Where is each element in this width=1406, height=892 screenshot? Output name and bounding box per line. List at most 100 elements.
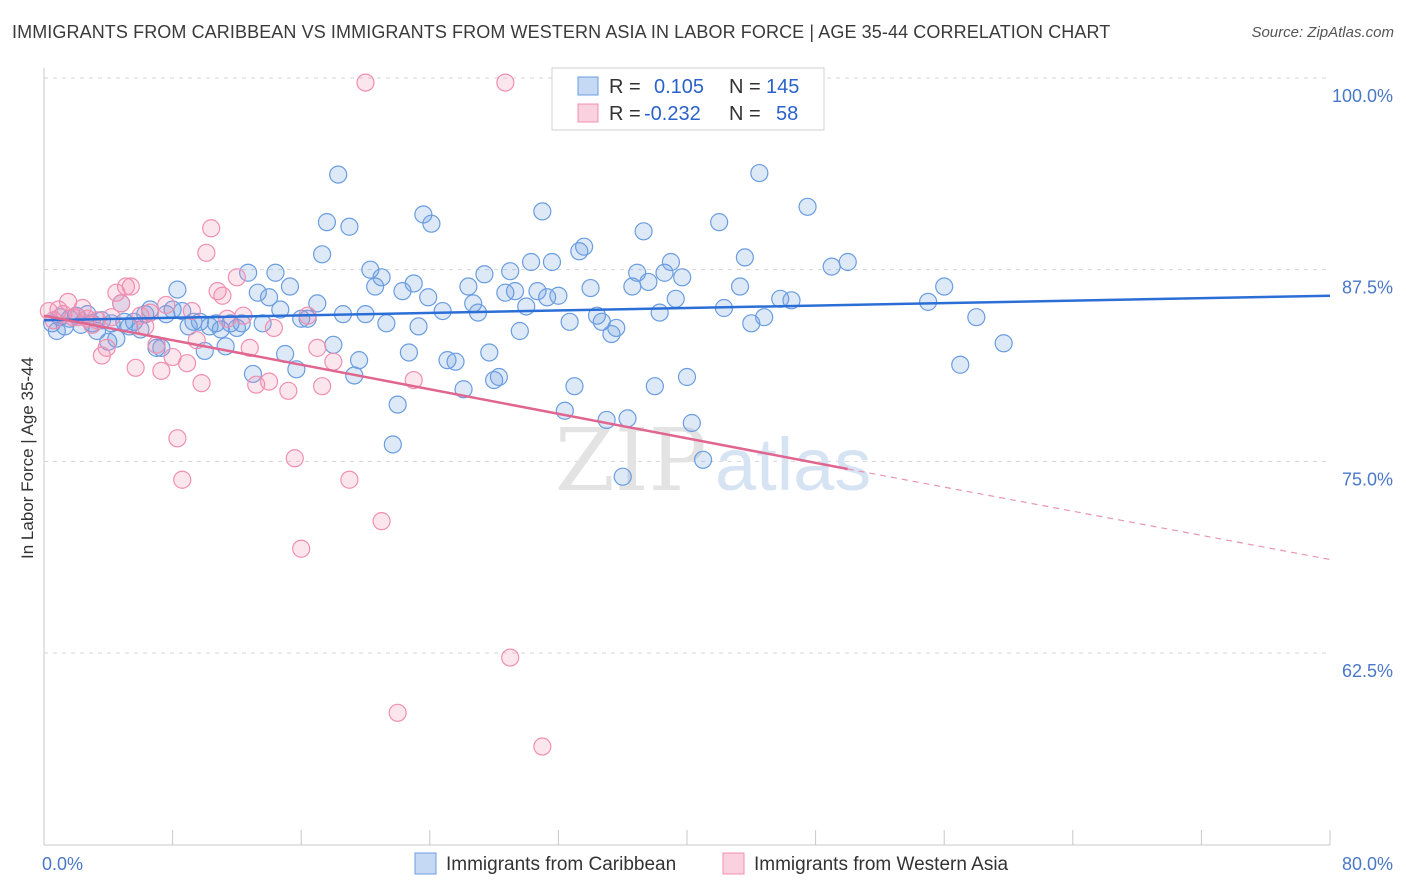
legend-swatch-western-asia (577, 103, 599, 123)
data-point (227, 268, 246, 287)
data-point (340, 217, 359, 236)
data-point (192, 374, 211, 393)
legend-r-label-1: R = (609, 76, 641, 98)
data-point (735, 248, 754, 267)
data-point (312, 245, 332, 264)
data-point (312, 377, 332, 396)
data-point (618, 409, 637, 428)
data-point (919, 292, 938, 311)
data-point (510, 321, 529, 341)
data-point (240, 338, 259, 357)
data-point (239, 263, 258, 282)
legend-n-label-2: N = (729, 103, 761, 125)
y-tick-label: 87.5% (1342, 278, 1393, 298)
data-point (645, 377, 664, 396)
data-point (121, 277, 140, 296)
data-point (279, 381, 298, 400)
data-point (112, 294, 131, 313)
data-point (285, 449, 304, 468)
data-point (528, 282, 547, 301)
data-point (399, 343, 419, 362)
series-caribbean-points (42, 163, 1013, 486)
data-point (211, 320, 230, 339)
stats-legend: R = 0.105 N = 145 R = -0.232 N = 58 (551, 67, 825, 131)
data-point (575, 237, 594, 256)
data-point (666, 289, 685, 308)
data-point (501, 648, 520, 667)
data-point (549, 286, 568, 305)
data-point (521, 252, 541, 272)
series-legend: Immigrants from Caribbean Immigrants fro… (414, 852, 1009, 875)
x-ticks (43, 830, 1331, 845)
bottom-legend-label-caribbean: Immigrants from Caribbean (446, 854, 676, 875)
data-point (710, 213, 729, 232)
data-point (366, 277, 385, 296)
data-point (340, 470, 359, 489)
data-point (377, 314, 396, 333)
data-point (197, 243, 216, 262)
x-tick-label-max: 80.0% (1342, 854, 1393, 874)
data-point (755, 308, 774, 327)
data-point (168, 280, 187, 299)
data-point (533, 737, 552, 756)
y-axis-label: In Labor Force | Age 35-44 (18, 357, 37, 559)
data-point (264, 318, 283, 338)
data-point (419, 288, 438, 307)
data-point (349, 351, 369, 370)
legend-n-label-1: N = (729, 76, 761, 98)
data-point (730, 277, 750, 296)
data-point (587, 306, 607, 325)
data-point (177, 354, 197, 373)
data-point (822, 257, 841, 276)
gridlines (44, 77, 1330, 654)
data-point (613, 467, 632, 486)
data-point (475, 265, 494, 284)
data-point (634, 222, 653, 241)
trend-lines (43, 294, 1331, 561)
data-point (329, 165, 348, 184)
data-point (454, 380, 473, 399)
source-credit: Source: ZipAtlas.com (1251, 24, 1394, 41)
data-point (232, 314, 251, 333)
data-point (489, 367, 509, 387)
data-point (496, 73, 515, 92)
x-tick-label-min: 0.0% (42, 854, 83, 874)
data-point (182, 301, 201, 321)
data-point (73, 298, 92, 318)
data-point (650, 303, 669, 322)
data-point (798, 197, 817, 216)
chart-title: IMMIGRANTS FROM CARIBBEAN VS IMMIGRANTS … (12, 22, 1111, 42)
data-point (661, 252, 681, 272)
data-point (750, 163, 769, 183)
legend-n-value-1: 145 (766, 76, 799, 98)
data-point (422, 214, 441, 233)
watermark: ZIP atlas (555, 411, 871, 511)
bottom-legend-swatch-western-asia (722, 852, 745, 875)
data-point (560, 312, 579, 331)
data-point (602, 324, 621, 344)
data-point (324, 335, 343, 354)
data-point (677, 367, 697, 387)
data-point (383, 435, 402, 454)
data-point (542, 252, 562, 272)
data-point (501, 262, 520, 281)
data-point (356, 73, 375, 92)
data-point (480, 343, 499, 362)
bottom-legend-label-western-asia: Immigrants from Western Asia (754, 854, 1009, 875)
data-point (126, 358, 145, 377)
data-point (173, 301, 192, 321)
data-point (173, 470, 192, 489)
data-point (505, 282, 525, 301)
data-point (655, 263, 674, 282)
data-point (259, 372, 279, 391)
data-point (533, 202, 552, 221)
data-point (459, 277, 478, 296)
data-point (967, 308, 986, 327)
legend-n-value-2: 58 (776, 103, 798, 125)
data-point (673, 268, 692, 287)
data-point (951, 355, 970, 374)
data-point (994, 334, 1013, 353)
data-point (266, 263, 285, 282)
legend-r-value-2: -0.232 (644, 103, 701, 125)
data-point (271, 300, 290, 319)
